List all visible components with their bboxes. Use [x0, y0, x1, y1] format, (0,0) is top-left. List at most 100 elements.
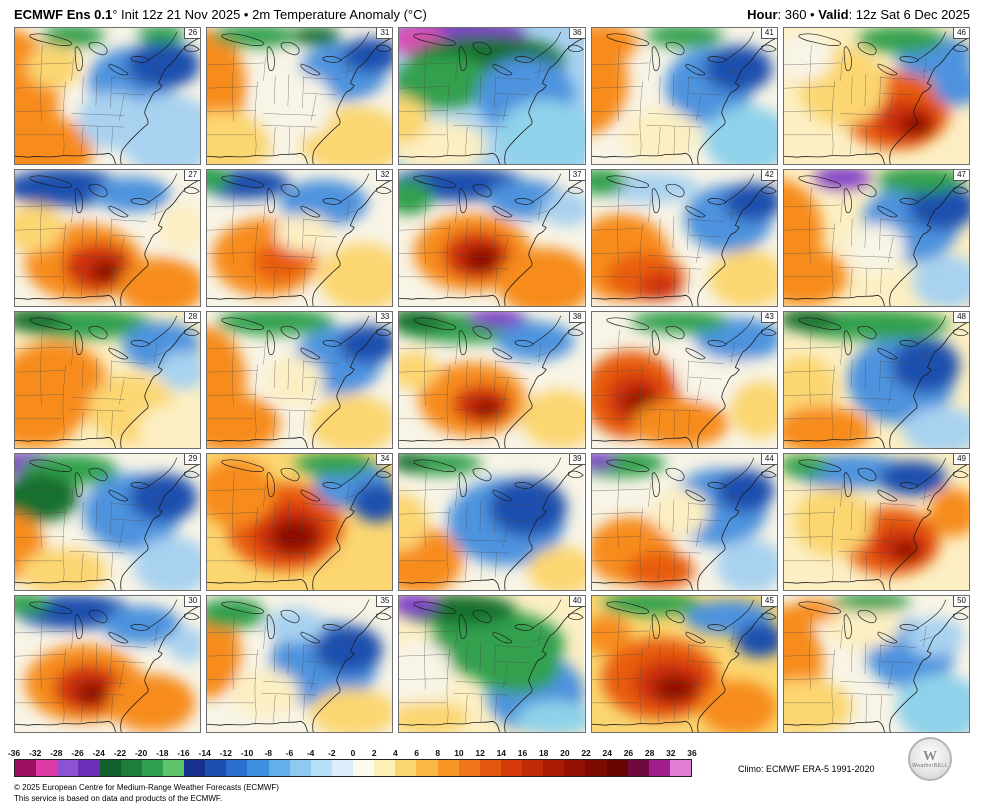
anomaly-map: [591, 596, 777, 732]
member-number: 46: [953, 28, 969, 39]
colorbar-tick: 26: [623, 748, 634, 758]
member-number: 49: [953, 454, 969, 465]
anomaly-map: [591, 170, 777, 306]
map-panel: 31: [206, 27, 394, 165]
member-number: 31: [376, 28, 393, 39]
anomaly-map: [15, 28, 201, 164]
anomaly-map: [15, 170, 201, 306]
member-number: 48: [953, 312, 969, 323]
colorbar-tick: -16: [177, 748, 190, 758]
map-panel: 34: [206, 453, 394, 591]
valid-label: Valid: [818, 7, 849, 22]
product-name: ECMWF Ens 0.1: [14, 7, 113, 22]
map-panel: 32: [206, 169, 394, 307]
colorbar-tick: -6: [285, 748, 294, 758]
colorbar-segment: [162, 760, 184, 776]
member-number: 34: [376, 454, 393, 465]
colorbar-segment: [78, 760, 100, 776]
map-panel: 40: [398, 595, 586, 733]
colorbar-segment: [15, 760, 37, 776]
anomaly-map: [591, 28, 777, 164]
valid-value: : 12z Sat 6 Dec 2025: [848, 7, 970, 22]
colorbar-tick: -36: [7, 748, 21, 758]
anomaly-map: [783, 170, 969, 306]
member-number: 32: [376, 170, 393, 181]
anomaly-map: [399, 454, 585, 590]
colorbar-segment: [479, 760, 501, 776]
colorbar-tick: 0: [350, 748, 356, 758]
member-number: 36: [568, 28, 585, 39]
member-number: 47: [953, 170, 969, 181]
colorbar-tick: -24: [92, 748, 105, 758]
colorbar-segment: [585, 760, 607, 776]
map-panel: 29: [14, 453, 202, 591]
anomaly-map: [591, 454, 777, 590]
colorbar-tick: -18: [156, 748, 169, 758]
member-number: 29: [184, 454, 201, 465]
map-panel: 30: [14, 595, 202, 733]
map-panel: 47: [782, 169, 970, 307]
anomaly-map: [783, 596, 969, 732]
colorbar-segment: [606, 760, 628, 776]
colorbar-tick: 24: [602, 748, 612, 758]
hour-value: : 360 •: [777, 7, 819, 22]
colorbar-segment: [627, 760, 649, 776]
anomaly-map: [399, 28, 585, 164]
colorbar-tick: 32: [666, 748, 676, 758]
colorbar: -36 -32 -28 -26 -24 -22 -20 -18 -16 -14 -12 -10 -8 -6…: [8, 748, 697, 777]
product-subtitle: ° Init 12z 21 Nov 2025 • 2m Temperature …: [112, 7, 427, 22]
logo-wordmark: WeatherBELL: [912, 762, 948, 769]
colorbar-gradient: [14, 759, 692, 777]
map-panel: 35: [206, 595, 394, 733]
colorbar-tick: -26: [71, 748, 84, 758]
panel-grid: 26 31 36 41 46 27 32 37 42 47 28 33 38 43 48 29 34 39 44 49…: [14, 27, 970, 733]
hour-label: Hour: [747, 7, 778, 22]
member-number: 27: [184, 170, 201, 181]
colorbar-tick: -28: [50, 748, 63, 758]
colorbar-tick: -4: [306, 748, 315, 758]
map-panel: 27: [14, 169, 202, 307]
logo-initial: W: [923, 748, 937, 764]
map-panel: 45: [590, 595, 778, 733]
colorbar-segment: [120, 760, 142, 776]
colorbar-tick: 22: [581, 748, 591, 758]
copyright-line-2: This service is based on data and produc…: [14, 793, 223, 803]
colorbar-tick: 36: [687, 748, 697, 758]
copyright-line-1: © 2025 European Centre for Medium-Range …: [14, 783, 279, 792]
colorbar-segment: [669, 760, 691, 776]
colorbar-tick: 28: [644, 748, 655, 758]
colorbar-segment: [353, 760, 375, 776]
member-number: 50: [953, 596, 969, 607]
colorbar-segment: [522, 760, 544, 776]
colorbar-segment: [395, 760, 417, 776]
colorbar-segment: [141, 760, 163, 776]
colorbar-segment: [57, 760, 79, 776]
colorbar-tick: 6: [414, 748, 419, 758]
product-title: ECMWF Ens 0.1° Init 12z 21 Nov 2025 • 2m…: [14, 7, 427, 22]
member-number: 35: [376, 596, 393, 607]
colorbar-segment: [543, 760, 565, 776]
anomaly-map: [15, 596, 201, 732]
colorbar-tick: -2: [328, 748, 336, 758]
colorbar-tick: 14: [496, 748, 507, 758]
colorbar-tick: -22: [113, 748, 127, 758]
anomaly-map: [207, 596, 393, 732]
anomaly-map: [783, 312, 969, 448]
anomaly-map: [207, 170, 393, 306]
colorbar-segment: [564, 760, 586, 776]
member-number: 37: [568, 170, 585, 181]
weatherbell-logo: W WeatherBELL: [908, 737, 952, 781]
member-number: 40: [568, 596, 585, 607]
colorbar-tick: -10: [240, 748, 254, 758]
colorbar-segment: [268, 760, 290, 776]
colorbar-segment: [458, 760, 480, 776]
member-number: 28: [184, 312, 201, 323]
member-number: 43: [760, 312, 777, 323]
weatherbell-logo-circle: W WeatherBELL: [908, 737, 952, 781]
anomaly-map: [783, 28, 969, 164]
footer: © 2025 European Centre for Medium-Range …: [14, 783, 970, 805]
legend-row: -36 -32 -28 -26 -24 -22 -20 -18 -16 -14 -12 -10 -8 -6…: [8, 737, 970, 781]
colorbar-segment: [205, 760, 227, 776]
member-number: 45: [760, 596, 777, 607]
map-panel: 42: [590, 169, 778, 307]
